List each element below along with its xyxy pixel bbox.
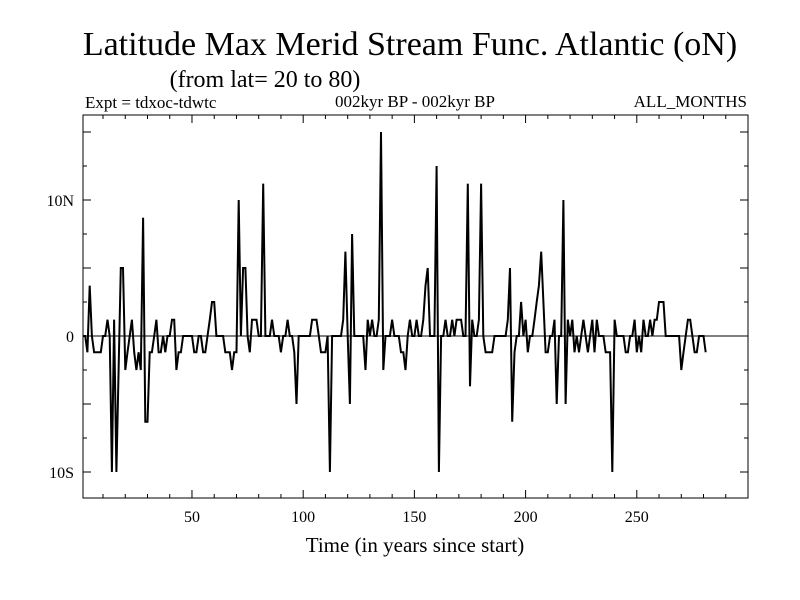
x-axis-ticks: 50 100 150 200 250 [102, 115, 727, 526]
chart-title: Latitude Max Merid Stream Func. Atlantic… [83, 26, 737, 63]
plot-frame [82, 114, 749, 499]
x-axis-label: Time (in years since start) [306, 533, 525, 557]
period-label: 002kyr BP - 002kyr BP [335, 92, 495, 111]
x-tick-label: 200 [514, 509, 538, 526]
y-tick-label: 10N [46, 193, 74, 210]
y-tick-label: 0 [66, 329, 74, 346]
y-axis-ticks: 10S 0 10N [46, 131, 748, 482]
data-series-line [83, 131, 707, 473]
months-label: ALL_MONTHS [634, 92, 747, 111]
x-tick-label: 100 [291, 509, 315, 526]
experiment-label: Expt = tdxoc-tdwtc [85, 93, 217, 112]
x-tick-label: 150 [402, 509, 426, 526]
x-tick-label: 50 [184, 509, 200, 526]
x-tick-label: 250 [625, 509, 649, 526]
chart-subtitle: (from lat= 20 to 80) [170, 67, 361, 93]
y-tick-label: 10S [49, 465, 74, 482]
plot-area: 50 100 150 200 250 10S 0 10N [46, 114, 749, 526]
